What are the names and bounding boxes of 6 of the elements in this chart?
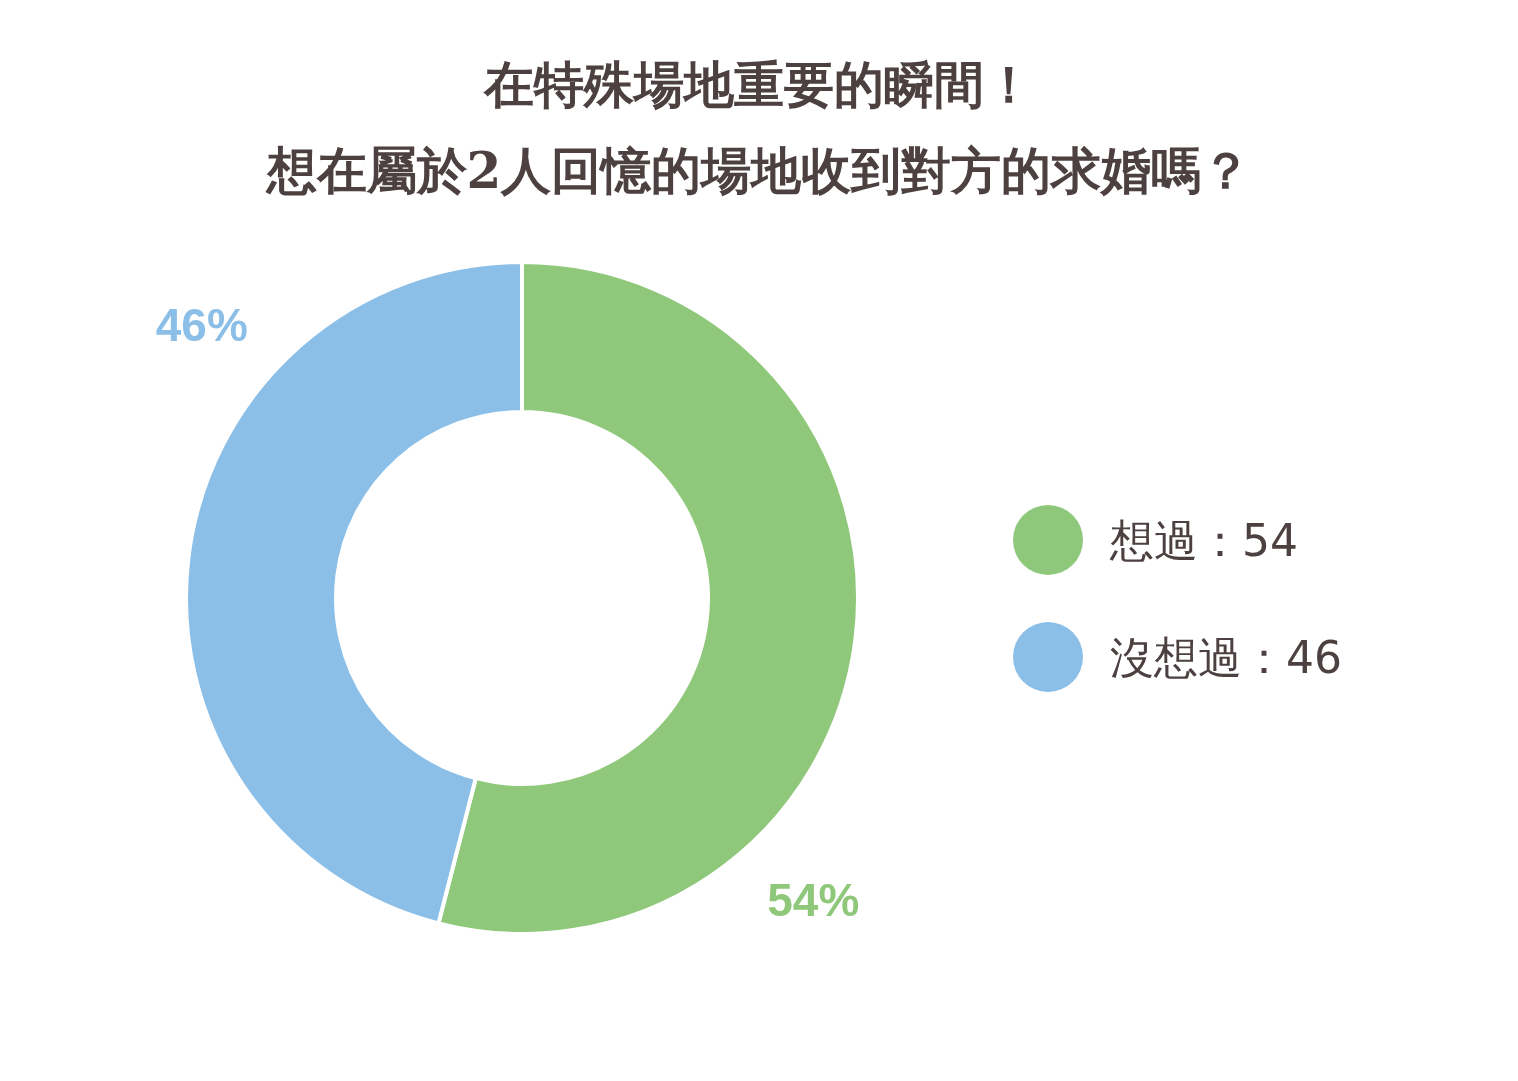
legend-label: 想過：54 (1109, 515, 1298, 566)
chart-subtitle: 想在屬於2人回憶的場地收到對方的求婚嗎？ (264, 141, 1252, 200)
data-label: 46% (155, 299, 248, 352)
chart-title: 在特殊場地重要的瞬間！ (483, 55, 1034, 114)
legend-label: 沒想過：46 (1110, 632, 1342, 683)
data-label: 54% (767, 873, 860, 926)
